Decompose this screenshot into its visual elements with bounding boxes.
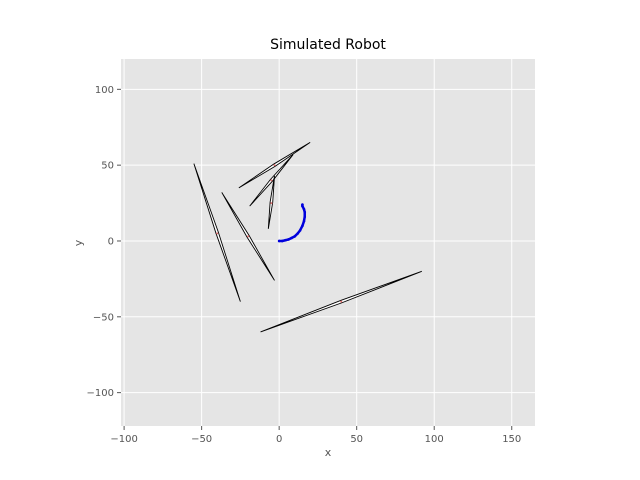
obstacle-center-2 [273,164,276,167]
x-tick-label: 150 [502,434,521,445]
obstacle-center-4 [270,202,273,205]
x-tick-label: 0 [276,434,282,445]
robot-path-point [296,232,300,235]
x-tick-label: −100 [110,434,137,445]
x-axis-ticks: −100 −50 0 50 100 150 [110,426,521,445]
robot-path-point [280,239,284,243]
obstacle-center-1 [247,235,250,238]
robot-path-point [301,224,304,228]
y-axis-ticks: −100 −50 0 50 100 [87,85,121,399]
y-tick-label: −100 [87,388,114,399]
obstacles [193,142,422,333]
y-tick-label: 100 [95,85,114,96]
robot-path-point [303,210,307,214]
robot-path-point [290,236,293,240]
robot-path-point [293,235,296,238]
plot-area [121,59,535,426]
y-tick-label: 0 [108,236,114,247]
x-tick-label: −50 [191,434,212,445]
robot-path-point [302,219,306,223]
robot-path [277,203,307,243]
robot-path-point [284,238,287,242]
robot-path-point [303,215,307,219]
robot-path-point [287,238,290,241]
y-axis-label: y [72,239,85,246]
x-tick-label: 100 [425,434,444,445]
robot-path-point [302,207,306,211]
y-tick-label: −50 [93,312,114,323]
robot-path-point [301,203,304,206]
x-tick-label: 50 [350,434,363,445]
x-axis-label: x [325,446,332,459]
y-tick-label: 50 [101,161,114,172]
grid-lines [121,59,535,426]
chart-title: Simulated Robot [270,37,386,53]
obstacle-center-5 [340,300,343,303]
obstacle-center-3 [270,179,273,182]
robot-path-point [277,239,281,243]
obstacle-center-0 [216,232,219,235]
robot-path-point [298,229,302,232]
